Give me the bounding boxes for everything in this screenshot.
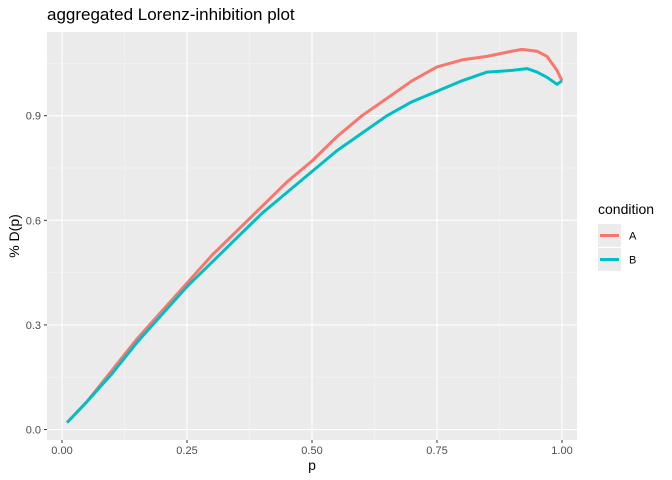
x-tick-label: 0.75 (426, 445, 447, 457)
x-tick-label: 0.50 (301, 445, 322, 457)
x-axis-label: p (308, 457, 316, 473)
axis-ticks (44, 115, 563, 443)
legend: condition AB (598, 201, 654, 271)
legend-title: condition (598, 201, 654, 217)
y-axis-label: % D(p) (6, 214, 22, 258)
series-line-A (65, 47, 564, 424)
series-line-B (65, 67, 563, 424)
x-tick-label: 1.00 (551, 445, 572, 457)
x-tick-label: 0.00 (51, 445, 72, 457)
x-tick-label: 0.25 (176, 445, 197, 457)
legend-label-B: B (629, 255, 636, 267)
legend-label-A: A (629, 231, 637, 243)
y-tick-label: 0.6 (26, 215, 41, 227)
major-grid (47, 32, 577, 440)
chart-title: aggregated Lorenz-inhibition plot (47, 5, 295, 24)
y-tick-label: 0.9 (26, 111, 41, 123)
series-lines (65, 47, 564, 424)
tick-labels: 0.00 0.25 0.50 0.75 1.00 0.0 0.3 0.6 0.9 (26, 111, 573, 457)
y-tick-label: 0.0 (26, 425, 41, 437)
y-tick-label: 0.3 (26, 320, 41, 332)
